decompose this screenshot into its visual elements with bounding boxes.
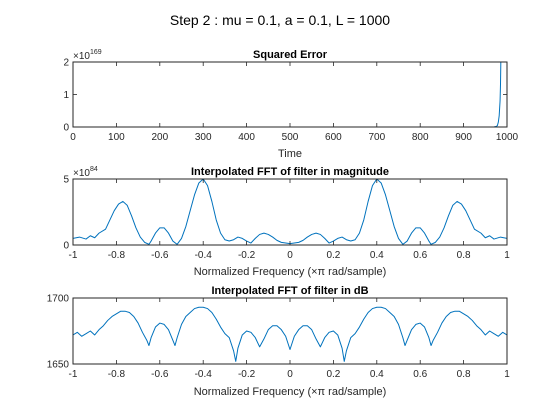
x-axis-label: Normalized Frequency (×π rad/sample) — [194, 266, 387, 278]
x-tick-label: 0.2 — [326, 369, 340, 380]
y-tick-label: 5 — [63, 175, 69, 186]
axes-box — [73, 62, 507, 127]
x-tick-label: 0.8 — [457, 369, 471, 380]
x-tick-label: -0.8 — [108, 369, 126, 380]
x-tick-label: 0.4 — [370, 250, 384, 261]
x-tick-label: -0.8 — [108, 250, 126, 261]
x-tick-label: 0.8 — [457, 250, 471, 261]
x-tick-label: 400 — [238, 132, 255, 143]
x-axis-label: Time — [278, 148, 302, 160]
x-tick-label: 0 — [70, 132, 76, 143]
x-tick-label: 200 — [151, 132, 168, 143]
x-tick-label: -0.2 — [238, 250, 256, 261]
y-tick-label: 1700 — [47, 294, 70, 305]
series-line — [73, 56, 507, 128]
axes-box — [73, 298, 507, 364]
x-tick-label: 0.4 — [370, 369, 384, 380]
x-tick-label: 900 — [455, 132, 472, 143]
panel-title: Interpolated FFT of filter in magnitude — [191, 166, 389, 178]
axes-box — [73, 179, 507, 245]
x-tick-label: -0.6 — [151, 250, 169, 261]
chart-panel-3: -1 -0.8 -0.6 -0.4 -0.2 0 0.2 0.4 0.6 0.8 1 1650 1700… — [47, 285, 510, 398]
x-tick-label: -0.2 — [238, 369, 256, 380]
chart-panel-1: 0 100 200 300 400 500 600 700 800 900 1000 0 1 2 ×1016… — [63, 49, 518, 160]
x-tick-label: 0.2 — [326, 250, 340, 261]
x-tick-label: -1 — [69, 250, 78, 261]
y-tick-label: 1650 — [47, 360, 70, 371]
x-tick-label: 500 — [282, 132, 299, 143]
x-tick-label: 700 — [368, 132, 385, 143]
y-exponent-label: ×10169 — [73, 49, 102, 62]
series-line — [73, 179, 507, 244]
x-tick-label: 1000 — [496, 132, 519, 143]
x-tick-label: 600 — [325, 132, 342, 143]
panel-title: Interpolated FFT of filter in dB — [211, 285, 368, 297]
x-tick-label: 0.6 — [413, 369, 427, 380]
x-tick-label: 300 — [195, 132, 212, 143]
x-tick-label: -0.4 — [195, 250, 213, 261]
y-exponent-label: ×1084 — [73, 166, 98, 179]
figure-title: Step 2 : mu = 0.1, a = 0.1, L = 1000 — [170, 12, 390, 28]
panel-title: Squared Error — [253, 49, 328, 61]
y-tick-label: 0 — [63, 241, 69, 252]
x-tick-label: 0.6 — [413, 250, 427, 261]
x-tick-label: 1 — [504, 369, 510, 380]
x-tick-label: 1 — [504, 250, 510, 261]
x-tick-label: -1 — [69, 369, 78, 380]
x-tick-label: -0.6 — [151, 369, 169, 380]
y-exponent-power: 169 — [90, 49, 102, 56]
x-tick-label: -0.4 — [195, 369, 213, 380]
x-axis-label: Normalized Frequency (×π rad/sample) — [194, 386, 387, 398]
x-tick-label: 0 — [287, 369, 293, 380]
y-tick-label: 1 — [63, 90, 69, 101]
y-tick-label: 0 — [63, 123, 69, 134]
y-exponent-power: 84 — [90, 166, 98, 173]
x-tick-label: 100 — [108, 132, 125, 143]
chart-panel-2: -1 -0.8 -0.6 -0.4 -0.2 0 0.2 0.4 0.6 0.8 1 0 5 ×1084 I… — [63, 166, 510, 278]
x-tick-label: 800 — [412, 132, 429, 143]
x-tick-label: 0 — [287, 250, 293, 261]
y-tick-label: 2 — [63, 58, 69, 69]
series-line — [73, 307, 507, 361]
